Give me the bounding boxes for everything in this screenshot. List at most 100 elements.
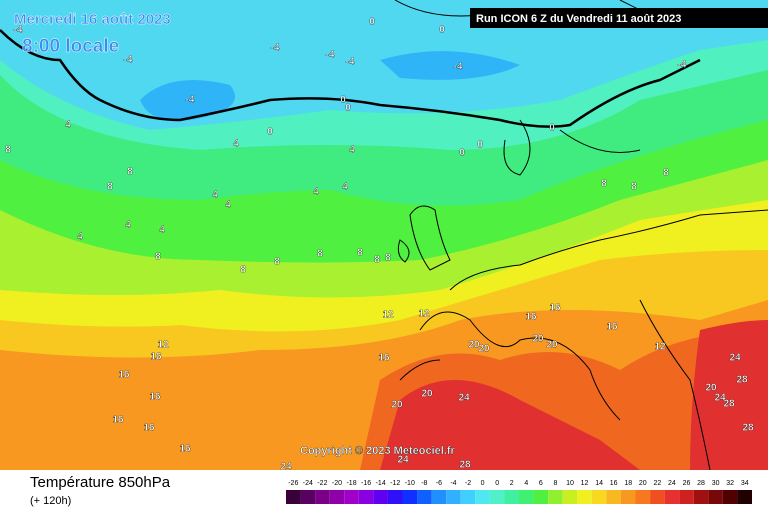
scale-label: -22 xyxy=(317,480,327,487)
scale-cell xyxy=(533,490,549,504)
scale-cell xyxy=(402,490,418,504)
contour-label: 16 xyxy=(525,312,537,323)
scale-label: 20 xyxy=(639,480,647,487)
contour-label: 28 xyxy=(459,460,471,471)
scale-cell xyxy=(300,490,316,504)
scale-label: -16 xyxy=(361,480,371,487)
run-box xyxy=(470,8,768,28)
contour-label: 20 xyxy=(478,344,490,355)
contour-label: 8 xyxy=(357,248,363,259)
contour-label: 20 xyxy=(532,334,544,345)
temperature-field xyxy=(0,0,768,470)
contour-label: -4 xyxy=(326,50,335,61)
scale-label: -20 xyxy=(332,480,342,487)
scale-cell xyxy=(606,490,621,504)
contour-label: 24 xyxy=(397,455,409,466)
contour-label: 0 xyxy=(439,25,445,36)
contour-label: 4 xyxy=(212,190,218,201)
scale-cell xyxy=(387,490,403,504)
contour-label: 12 xyxy=(418,309,430,320)
scale-cell xyxy=(548,490,563,504)
scale-label: -18 xyxy=(346,480,356,487)
legend-subtitle: (+ 120h) xyxy=(30,495,71,507)
scale-label: -10 xyxy=(405,480,415,487)
scale-cell xyxy=(286,490,301,504)
copyright: Copyright © 2023 Meteociel.fr xyxy=(300,445,456,457)
contour-label: 20 xyxy=(705,383,717,394)
contour-label: 8 xyxy=(274,257,280,268)
contour-label: 8 xyxy=(127,167,133,178)
scale-cell xyxy=(358,490,374,504)
contour-label: 24 xyxy=(729,353,741,364)
scale-cell xyxy=(329,490,345,504)
contour-label: 8 xyxy=(240,265,246,276)
contour-label: 28 xyxy=(742,423,754,434)
scale-label: 8 xyxy=(553,480,557,487)
contour-label: 20 xyxy=(546,340,558,351)
contour-label: 0 xyxy=(459,148,465,159)
run-info: Run ICON 6 Z du Vendredi 11 août 2023 xyxy=(476,13,681,25)
contour-label: 28 xyxy=(736,375,748,386)
scale-cell xyxy=(722,490,738,504)
contour-label: 0 xyxy=(369,17,375,28)
scale-cell xyxy=(635,490,651,504)
scale-label: 6 xyxy=(539,480,543,487)
scale-cell xyxy=(679,490,694,504)
contour-label: 16 xyxy=(149,392,161,403)
contour-label: 28 xyxy=(723,399,735,410)
scale-label: -14 xyxy=(376,480,386,487)
scale-cell xyxy=(315,490,330,504)
contour-label: 4 xyxy=(313,187,319,198)
scale-label: 30 xyxy=(712,480,720,487)
scale-label: 14 xyxy=(595,480,603,487)
contour-label: -4 xyxy=(678,60,687,71)
contour-label: 0 xyxy=(477,140,483,151)
contour-label: 8 xyxy=(374,255,380,266)
scale-cell xyxy=(620,490,636,504)
contour-label: 16 xyxy=(549,303,561,314)
scale-cell xyxy=(519,490,534,504)
contour-label: 8 xyxy=(107,182,113,193)
contour-label: 24 xyxy=(280,462,292,473)
contour-label: 4 xyxy=(77,232,83,243)
forecast-time: 8:00 locale xyxy=(22,36,119,57)
contour-label: 8 xyxy=(631,182,637,193)
scale-cell xyxy=(489,490,505,504)
contour-label: 8 xyxy=(5,145,11,156)
contour-label: 8 xyxy=(663,168,669,179)
contour-label: 4 xyxy=(159,225,165,236)
contour-label: 4 xyxy=(225,200,231,211)
contour-label: 12 xyxy=(654,342,666,353)
contour-label: 0 xyxy=(340,95,346,106)
scale-label: 22 xyxy=(653,480,661,487)
scale-label: -6 xyxy=(436,480,442,487)
scale-cell xyxy=(373,490,388,504)
contour-label: 24 xyxy=(714,393,726,404)
scale-label: -8 xyxy=(421,480,427,487)
scale-cell xyxy=(504,490,519,504)
scale-label: 12 xyxy=(581,480,589,487)
contour-label: -4 xyxy=(124,55,133,66)
contour-label: -4 xyxy=(271,43,280,54)
contour-label: 4 xyxy=(342,182,348,193)
scale-label: 4 xyxy=(524,480,528,487)
scale-cell xyxy=(460,490,476,504)
contour-label: 12 xyxy=(382,310,394,321)
contour-label: 0 xyxy=(549,123,555,134)
contour-label: 12 xyxy=(157,340,169,351)
scale-label: -12 xyxy=(390,480,400,487)
contour-label: 4 xyxy=(65,120,71,131)
contour-label: 4 xyxy=(349,145,355,156)
contour-label: -4 xyxy=(186,95,195,106)
contour-label: 16 xyxy=(179,444,191,455)
contour-label: 20 xyxy=(468,340,480,351)
contour-label: 8 xyxy=(601,179,607,190)
contour-label: 16 xyxy=(118,370,130,381)
scale-label: 26 xyxy=(683,480,691,487)
color-scale: -26 -24 -22 -20 -18 -16 -14 -12 -10 -8 -6 -4 -2 0 0 2 4 6… xyxy=(286,480,752,504)
scale-cell xyxy=(431,490,447,504)
scale-cell xyxy=(591,490,607,504)
scale-label: -24 xyxy=(303,480,313,487)
band xyxy=(380,320,768,470)
